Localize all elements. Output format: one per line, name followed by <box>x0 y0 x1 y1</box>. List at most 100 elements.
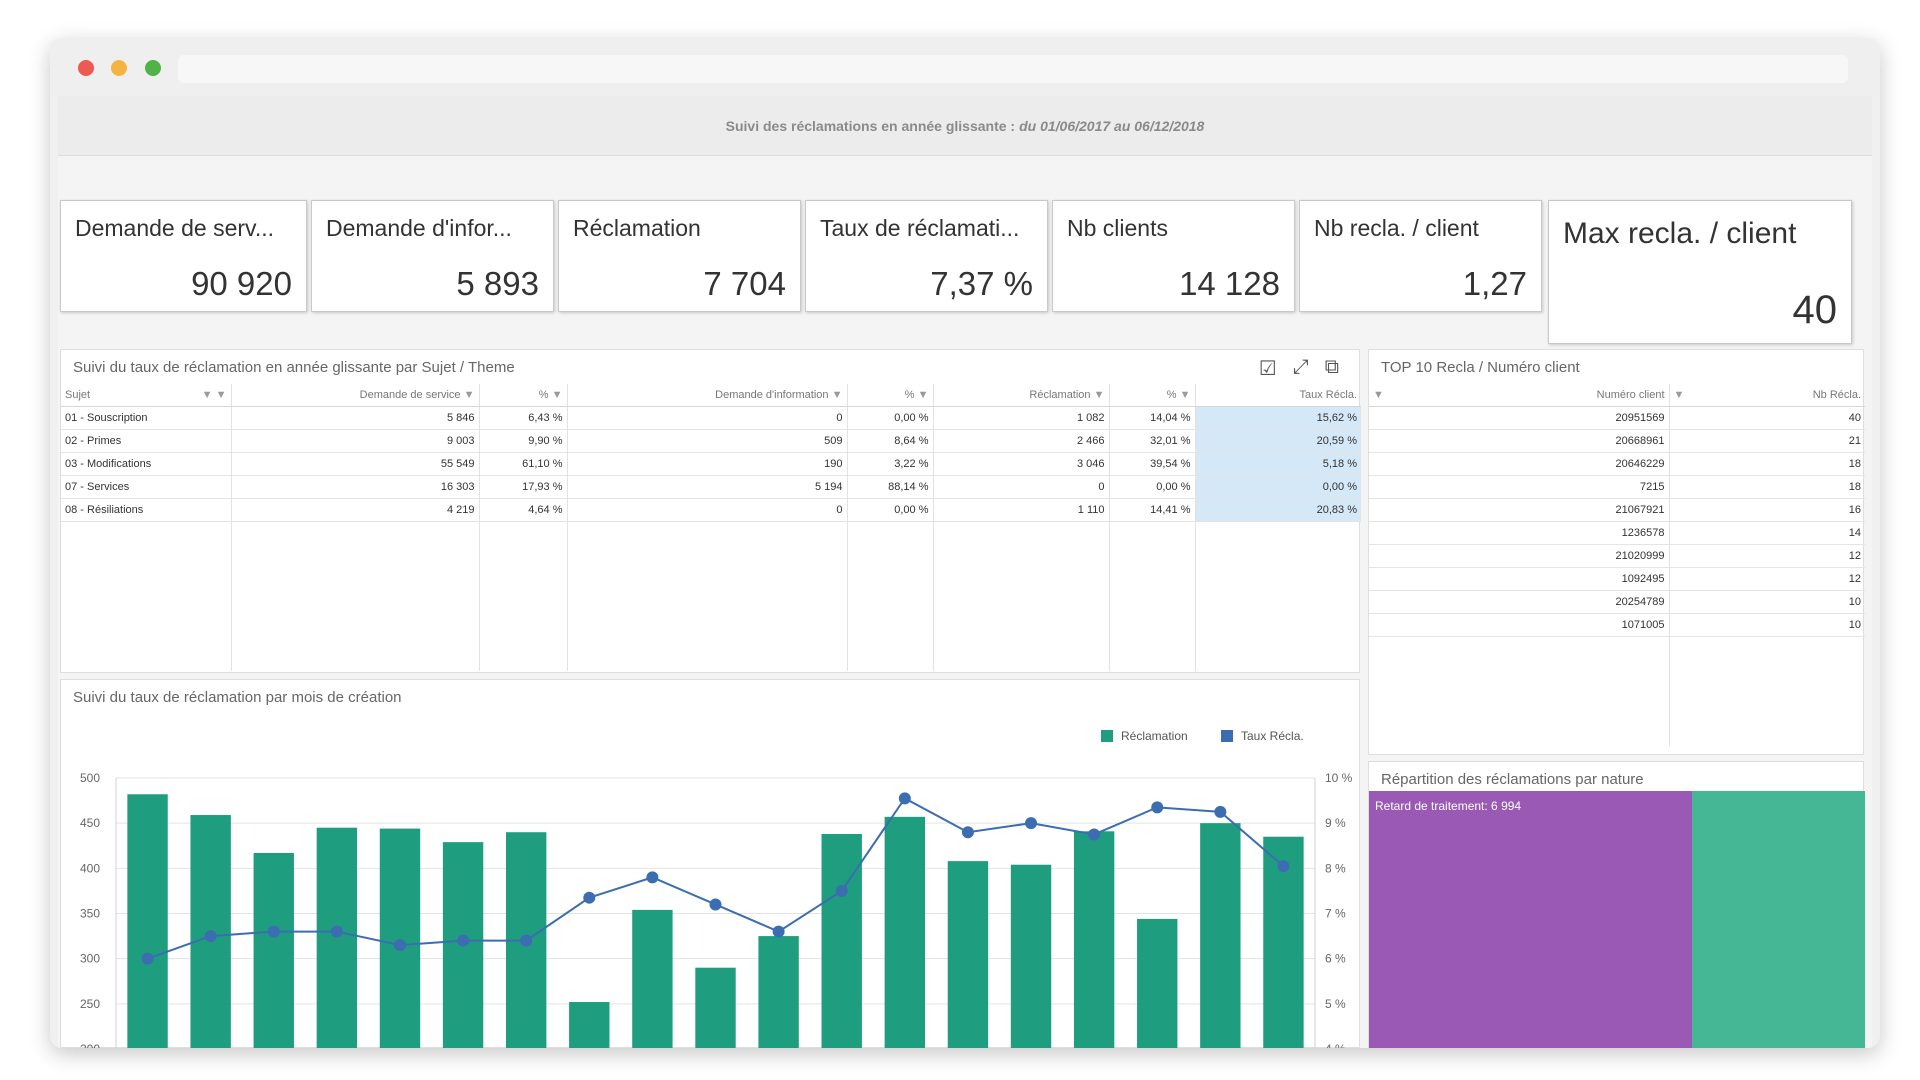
cell: 2 466 <box>933 429 1110 453</box>
cell: 20646229 <box>1369 452 1670 476</box>
table-row[interactable]: 20951569 40 <box>1369 406 1865 430</box>
column-header[interactable]: % ▼ <box>1109 384 1196 407</box>
column-header[interactable]: Taux Récla. <box>1195 384 1361 407</box>
cell: 21 <box>1669 429 1865 453</box>
legend-swatch-taux <box>1221 730 1233 742</box>
date-range: du 01/06/2017 au 06/12/2018 <box>1019 117 1205 134</box>
cell: 5 846 <box>231 406 480 430</box>
kpi-max-recla-client[interactable]: Max recla. / client 40 <box>1548 200 1852 344</box>
table-row[interactable]: 20254789 10 <box>1369 590 1865 614</box>
y2-tick-label: 8 % <box>1325 861 1346 875</box>
cell: 18 <box>1669 452 1865 476</box>
kpi-taux-reclamation[interactable]: Taux de réclamati... 7,37 % <box>805 200 1048 312</box>
cell: 40 <box>1669 406 1865 430</box>
filter-icon: ▼ <box>1373 388 1384 401</box>
bar <box>632 909 673 1048</box>
treemap-tile-retard[interactable]: Retard de traitement: 6 994 <box>1369 791 1692 1048</box>
column-header[interactable]: ▼ Numéro client <box>1369 384 1670 407</box>
table-row[interactable]: 7215 18 <box>1369 475 1865 499</box>
cell: 1 110 <box>933 498 1110 522</box>
table-row[interactable]: 07 - Services 16 303 17,93 % 5 194 88,14… <box>61 475 1361 499</box>
table-row[interactable]: 01 - Souscription 5 846 6,43 % 0 0,00 % … <box>61 406 1361 430</box>
cell: 08 - Résiliations <box>61 498 232 522</box>
kpi-demande-information[interactable]: Demande d'infor... 5 893 <box>311 200 554 312</box>
cell: 61,10 % <box>479 452 568 476</box>
line-point <box>961 826 974 839</box>
cell: 9 003 <box>231 429 480 453</box>
kpi-nb-recla-client[interactable]: Nb recla. / client 1,27 <box>1299 200 1542 312</box>
kpi-reclamation[interactable]: Réclamation 7 704 <box>558 200 801 312</box>
table-row[interactable]: 21067921 16 <box>1369 498 1865 522</box>
column-header[interactable]: % ▼ <box>479 384 568 407</box>
column-header[interactable]: Sujet ▼ ▼ <box>61 384 232 407</box>
table-row[interactable]: 08 - Résiliations 4 219 4,64 % 0 0,00 % … <box>61 498 1361 522</box>
table-row[interactable]: 1236578 14 <box>1369 521 1865 545</box>
cell: 02 - Primes <box>61 429 232 453</box>
table-row[interactable]: 20668961 21 <box>1369 429 1865 453</box>
line-point <box>1151 801 1164 814</box>
bar <box>821 834 862 1048</box>
kpi-title: Max recla. / client <box>1563 217 1797 250</box>
cell: 0,00 % <box>1109 475 1196 499</box>
kpi-title: Nb clients <box>1067 215 1168 241</box>
cell: 1236578 <box>1369 521 1670 545</box>
kpi-nb-clients[interactable]: Nb clients 14 128 <box>1052 200 1295 312</box>
filter-icon: ▼ <box>1093 388 1105 401</box>
column-header[interactable]: % ▼ <box>847 384 934 407</box>
sujet-theme-panel: Suivi du taux de réclamation en année gl… <box>60 349 1361 673</box>
line-point <box>204 930 217 943</box>
cell: 88,14 % <box>847 475 934 499</box>
maximize-window-icon[interactable] <box>145 60 161 76</box>
table-empty-row <box>61 521 1361 671</box>
fullscreen-icon[interactable]: ⤢ <box>1292 356 1309 378</box>
cell: 0,00 % <box>847 498 934 522</box>
bar <box>758 936 799 1048</box>
cell: 1092495 <box>1369 567 1670 591</box>
table-row[interactable]: 1092495 12 <box>1369 567 1865 591</box>
cell: 190 <box>567 452 848 476</box>
column-header[interactable]: Demande d'information ▼ <box>567 384 848 407</box>
kpi-demande-service[interactable]: Demande de serv... 90 920 <box>60 200 307 312</box>
table-row[interactable]: 21020999 12 <box>1369 544 1865 568</box>
kpi-title: Demande de serv... <box>75 215 275 241</box>
treemap-label: Retard de traitement: 6 994 <box>1375 799 1522 813</box>
dashboard-header: Suivi des réclamations en année glissant… <box>58 96 1872 156</box>
table-row[interactable]: 20646229 18 <box>1369 452 1865 476</box>
cell: 20254789 <box>1369 590 1670 614</box>
column-header[interactable]: ▼ Nb Récla. <box>1669 384 1865 407</box>
bar <box>1200 823 1241 1048</box>
cell: 20,59 % <box>1195 429 1361 453</box>
kpi-value: 90 920 <box>191 265 292 302</box>
external-link-icon[interactable]: ⧉ <box>1324 356 1339 378</box>
column-header[interactable]: Réclamation ▼ <box>933 384 1110 407</box>
filter-icon: ▼ <box>551 388 563 401</box>
bar <box>1073 831 1115 1048</box>
checkbox-icon[interactable]: ☑ <box>1258 358 1277 380</box>
table-row[interactable]: 02 - Primes 9 003 9,90 % 509 8,64 % 2 46… <box>61 429 1361 453</box>
cell: 16 303 <box>231 475 480 499</box>
table-row[interactable]: 1071005 10 <box>1369 613 1865 637</box>
y2-tick-label: 6 % <box>1325 952 1346 966</box>
y-tick-label: 450 <box>80 816 100 830</box>
treemap-tile-other[interactable] <box>1692 791 1865 1048</box>
bar <box>569 1002 610 1048</box>
y2-tick-label: 5 % <box>1325 997 1346 1011</box>
line-point <box>457 934 470 947</box>
line-point <box>835 884 848 897</box>
y-tick-label: 400 <box>80 861 100 875</box>
line-point <box>898 792 911 805</box>
legend-swatch-reclamation <box>1101 730 1113 742</box>
filter-icon: ▼ <box>917 388 929 401</box>
cell: 20,83 % <box>1195 498 1361 522</box>
table-row[interactable]: 03 - Modifications 55 549 61,10 % 190 3,… <box>61 452 1361 476</box>
close-window-icon[interactable] <box>78 60 94 76</box>
bar <box>884 816 926 1048</box>
minimize-window-icon[interactable] <box>111 60 127 76</box>
browser-window: Suivi des réclamations en année glissant… <box>50 38 1880 1048</box>
bar <box>379 828 421 1048</box>
cell: 509 <box>567 429 848 453</box>
bar <box>1010 864 1052 1048</box>
y2-tick-label: 9 % <box>1325 816 1346 830</box>
address-bar[interactable] <box>178 55 1848 83</box>
column-header[interactable]: Demande de service ▼ <box>231 384 480 407</box>
